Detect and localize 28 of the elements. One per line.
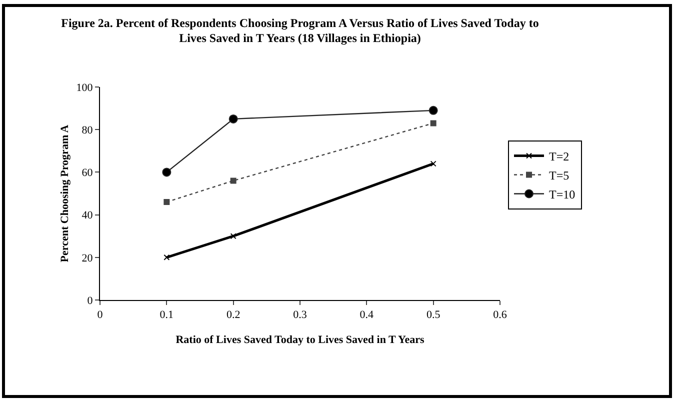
x-axis-title: Ratio of Lives Saved Today to Lives Saved in T Years: [176, 334, 425, 346]
point: [162, 168, 172, 177]
legend-label: T=10: [549, 187, 576, 202]
y-tick-label: 20: [82, 252, 94, 264]
x-tick-label: 0.6: [493, 309, 508, 322]
point: [428, 106, 438, 115]
point: [230, 178, 236, 184]
legend-label: T=5: [549, 168, 570, 182]
y-tick-label: 60: [82, 167, 94, 180]
x-tick-label: 0.1: [160, 309, 174, 322]
point: [430, 160, 436, 167]
x-tick-label: 0.4: [360, 309, 374, 322]
point: [430, 120, 436, 126]
point: [230, 233, 236, 240]
x-tick-label: 0.3: [293, 309, 308, 322]
legend-label: T=2: [549, 149, 570, 164]
y-tick-label: 80: [82, 124, 94, 136]
chart-title: Figure 2a. Percent of Respondents Choosing Program A Versus Ratio of Lives Saved Today to Lives Saved in T Years (18 Villages in Ethiopia): [60, 16, 540, 46]
point: [228, 114, 238, 124]
y-axis-title: Percent Choosing Program A: [59, 124, 71, 262]
y-tick-label: 100: [76, 82, 94, 94]
x-tick-label: 0: [97, 309, 104, 322]
x-tick-label: 0.5: [426, 309, 441, 322]
y-tick-label: 40: [82, 210, 94, 222]
point: [164, 199, 170, 206]
point: [164, 254, 170, 260]
x-tick-label: 0.2: [226, 309, 240, 322]
y-tick-label: 0: [87, 294, 94, 307]
